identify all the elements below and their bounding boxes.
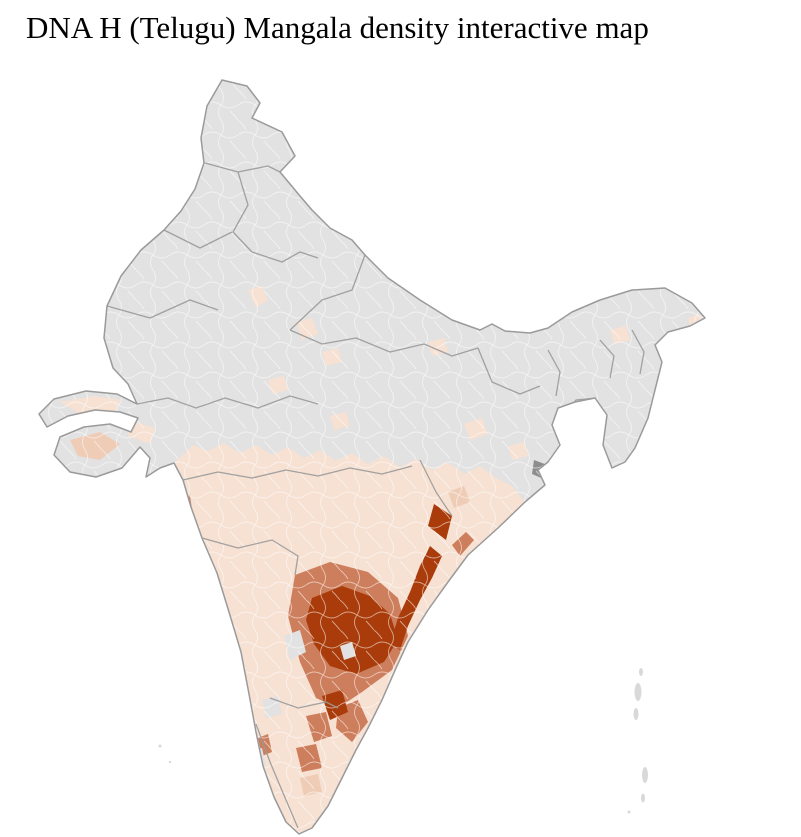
- lakshadweep-islands[interactable]: [158, 744, 172, 764]
- state-boundary: [599, 339, 615, 379]
- india-outline: [38, 79, 706, 835]
- island[interactable]: [642, 767, 648, 783]
- state-boundary: [477, 347, 541, 395]
- state-boundary: [204, 162, 281, 173]
- state-boundary: [136, 395, 319, 409]
- state-boundary: [163, 229, 233, 249]
- india-outline-path: [38, 79, 706, 835]
- island[interactable]: [168, 760, 172, 764]
- page-title: DNA H (Telugu) Mangala density interacti…: [26, 10, 649, 45]
- andaman-nicobar-islands[interactable]: [627, 668, 649, 814]
- state-boundaries: [106, 162, 645, 829]
- state-boundary: [419, 459, 453, 517]
- state-boundary: [269, 697, 339, 709]
- state-boundary: [631, 329, 645, 375]
- state-boundary: [232, 171, 253, 253]
- state-boundary: [106, 299, 219, 319]
- island[interactable]: [627, 810, 631, 814]
- island[interactable]: [634, 683, 642, 701]
- state-boundary: [547, 349, 561, 397]
- state-boundary: [182, 465, 413, 481]
- island[interactable]: [633, 708, 639, 720]
- island[interactable]: [639, 668, 643, 676]
- state-boundary: [201, 537, 299, 576]
- state-boundary: [289, 329, 479, 357]
- medium-patch-konkan[interactable]: [195, 572, 206, 590]
- state-boundary: [251, 251, 319, 263]
- state-boundary: [255, 723, 299, 829]
- island[interactable]: [641, 793, 645, 803]
- state-boundary: [289, 254, 366, 331]
- island[interactable]: [158, 744, 162, 748]
